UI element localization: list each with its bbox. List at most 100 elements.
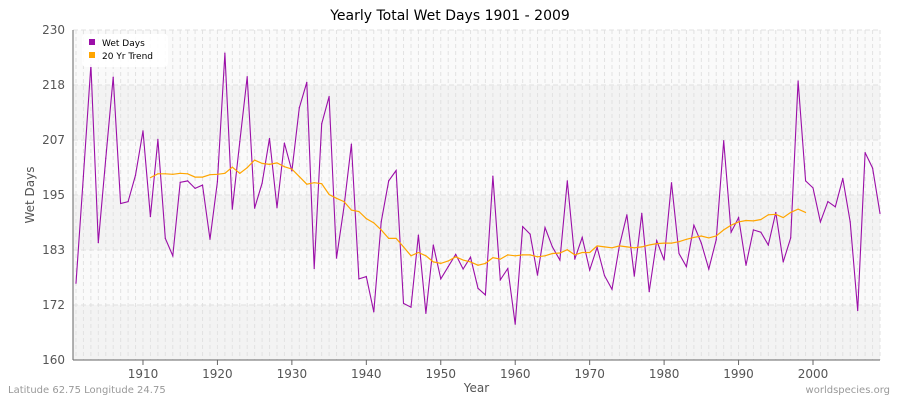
trend-point bbox=[752, 220, 755, 222]
trend-point bbox=[462, 259, 464, 261]
trend-point bbox=[522, 254, 524, 256]
wet-days-point bbox=[298, 107, 300, 109]
grid-band bbox=[73, 195, 880, 251]
trend-point bbox=[455, 256, 457, 258]
trend-point bbox=[298, 176, 300, 178]
trend-point bbox=[469, 261, 472, 263]
y-tick-label: 230 bbox=[42, 23, 65, 37]
wet-days-point bbox=[388, 180, 390, 182]
trend-point bbox=[641, 246, 643, 248]
x-tick-label: 1920 bbox=[202, 367, 233, 381]
wet-days-point bbox=[179, 181, 181, 183]
trend-point bbox=[484, 262, 487, 264]
trend-point bbox=[194, 176, 196, 178]
wet-days-point bbox=[648, 291, 650, 293]
wet-days-point bbox=[656, 240, 658, 242]
grid-band bbox=[73, 304, 880, 360]
wet-days-point bbox=[313, 267, 315, 270]
wet-days-point bbox=[507, 267, 509, 270]
trend-point bbox=[254, 159, 256, 161]
trend-point bbox=[708, 237, 710, 239]
wet-days-point bbox=[596, 246, 598, 248]
trend-point bbox=[261, 162, 263, 165]
trend-point bbox=[246, 167, 248, 169]
wet-days-point bbox=[551, 246, 554, 248]
trend-point bbox=[425, 255, 427, 257]
wet-days-point bbox=[216, 181, 219, 183]
wet-days-point bbox=[782, 261, 784, 263]
wet-days-point bbox=[440, 278, 442, 280]
wet-days-point bbox=[544, 226, 546, 229]
legend-swatch bbox=[89, 39, 95, 45]
wet-days-point bbox=[194, 187, 196, 189]
wet-days-point bbox=[447, 266, 449, 268]
trend-point bbox=[626, 246, 628, 248]
wet-days-point bbox=[514, 323, 516, 325]
trend-point bbox=[447, 260, 449, 262]
wet-days-point bbox=[469, 256, 472, 258]
trend-point bbox=[804, 211, 807, 214]
wet-days-point bbox=[343, 206, 345, 208]
trend-point bbox=[179, 172, 181, 174]
trend-point bbox=[157, 173, 159, 175]
trend-point bbox=[149, 176, 152, 179]
wet-days-point bbox=[172, 255, 174, 257]
wet-days-point bbox=[201, 184, 204, 186]
x-tick-label: 1990 bbox=[723, 367, 754, 381]
wet-days-point bbox=[239, 141, 241, 143]
wet-days-point bbox=[685, 266, 688, 268]
wet-days-point bbox=[834, 206, 836, 208]
trend-point bbox=[306, 183, 308, 185]
trend-point bbox=[566, 249, 568, 251]
wet-days-point bbox=[112, 76, 114, 78]
y-tick-label: 207 bbox=[42, 133, 65, 147]
trend-point bbox=[633, 247, 635, 249]
trend-point bbox=[603, 246, 606, 248]
trend-point bbox=[335, 197, 338, 199]
grid-band bbox=[73, 85, 880, 140]
location-label: Latitude 62.75 Longitude 24.75 bbox=[8, 385, 166, 396]
wet-days-point bbox=[365, 275, 367, 278]
trend-point bbox=[693, 236, 695, 239]
trend-point bbox=[596, 245, 598, 247]
trend-point bbox=[321, 183, 323, 185]
source-label: worldspecies.org bbox=[805, 385, 890, 396]
x-tick-label: 1960 bbox=[500, 367, 531, 381]
trend-point bbox=[477, 264, 479, 266]
wet-days-point bbox=[328, 95, 330, 98]
trend-point bbox=[760, 218, 762, 221]
wet-days-point bbox=[581, 236, 583, 239]
legend-label: Wet Days bbox=[102, 39, 145, 49]
wet-days-point bbox=[708, 268, 710, 270]
trend-point bbox=[209, 174, 211, 176]
wet-days-point bbox=[663, 259, 665, 261]
trend-point bbox=[283, 166, 286, 168]
trend-point bbox=[440, 262, 442, 264]
trend-point bbox=[201, 176, 204, 178]
wet-days-point bbox=[395, 169, 397, 172]
trend-point bbox=[350, 209, 353, 211]
trend-point bbox=[507, 254, 509, 256]
wet-days-point bbox=[536, 274, 539, 276]
wet-days-point bbox=[373, 311, 375, 313]
trend-point bbox=[574, 254, 576, 256]
wet-days-point bbox=[804, 180, 807, 182]
trend-point bbox=[164, 173, 166, 175]
trend-point bbox=[730, 224, 732, 226]
wet-days-point bbox=[827, 201, 829, 203]
wet-days-point bbox=[209, 238, 211, 240]
wet-days-point bbox=[559, 259, 561, 261]
wet-days-point bbox=[723, 140, 725, 142]
wet-days-point bbox=[97, 242, 99, 244]
wet-days-point bbox=[849, 221, 851, 223]
wet-days-point bbox=[797, 80, 799, 82]
trend-point bbox=[581, 251, 583, 254]
wet-days-point bbox=[678, 252, 680, 255]
y-tick-label: 183 bbox=[42, 243, 65, 257]
wet-days-point bbox=[574, 258, 576, 260]
grid-band bbox=[73, 30, 880, 86]
trend-point bbox=[551, 252, 554, 255]
trend-point bbox=[410, 255, 412, 257]
